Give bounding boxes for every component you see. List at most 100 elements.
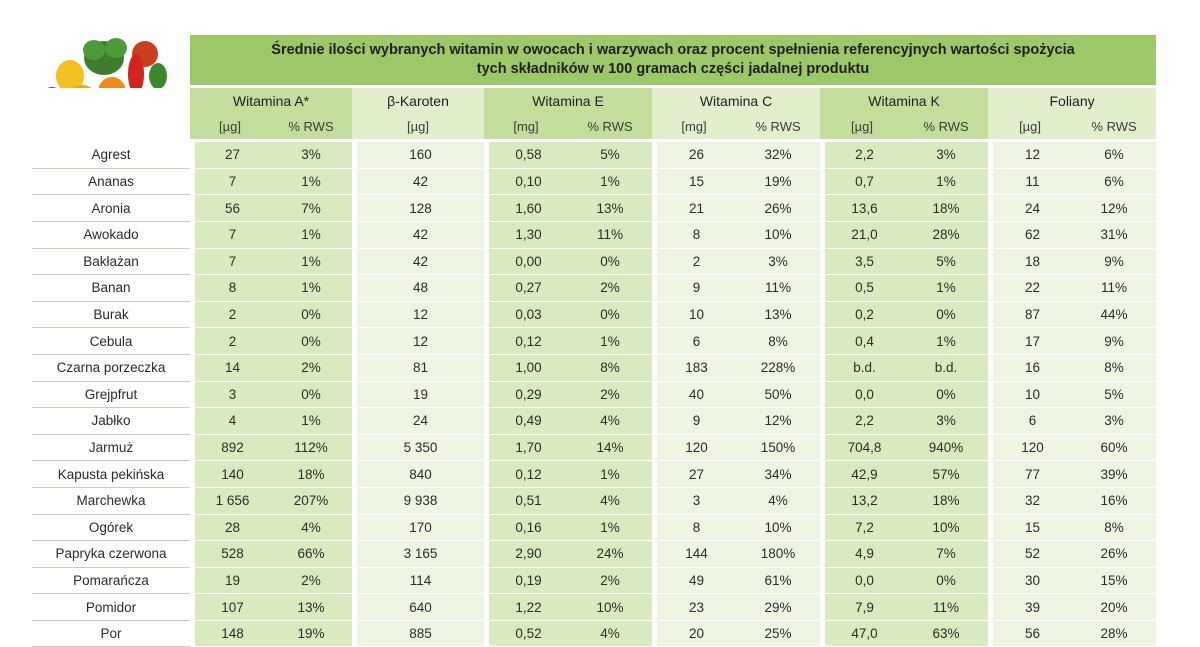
table-row: Agrest 27 3% 160 0,58 5% 26 32% 2,2 3% 12 6%: [32, 142, 1157, 169]
table-cell: 2,90: [484, 541, 568, 568]
table-cell: 10: [652, 301, 737, 329]
table-cell: 2%: [568, 567, 653, 595]
table-cell: 1%: [568, 514, 653, 542]
table-cell: 15: [652, 168, 737, 196]
table-cell: 2,2: [820, 408, 905, 435]
unit-header: [µg]: [352, 113, 484, 143]
table-cell: 228%: [736, 354, 821, 382]
table-cell: 3,5: [820, 248, 905, 276]
table-cell: 11: [988, 168, 1073, 196]
table-cell: 0,49: [484, 408, 568, 435]
table-cell: 19%: [270, 620, 352, 647]
table-cell: 21,0: [820, 221, 905, 249]
table-cell: 1%: [270, 168, 352, 196]
table-cell: 20%: [1072, 594, 1157, 621]
table-cell: 0,12: [484, 328, 568, 355]
table-cell: 13,2: [820, 487, 905, 515]
table-row: Pomarańcza 19 2% 114 0,19 2% 49 61% 0,0 0% 30 15%: [32, 567, 1157, 595]
unit-header: % RWS: [568, 113, 653, 143]
table-cell: 2: [190, 328, 270, 355]
table-cell: 207%: [270, 487, 352, 515]
table-cell: 8%: [1072, 514, 1157, 542]
table-cell: 2: [652, 248, 737, 276]
table-cell: 13%: [736, 301, 821, 329]
table-cell: 0,0: [820, 381, 905, 409]
table-row: Jarmuż 892 112% 5 350 1,70 14% 120 150% 704,8 940…: [32, 434, 1157, 462]
table-cell: 0,10: [484, 168, 568, 196]
table-cell: 14%: [568, 434, 653, 462]
table-cell: 3: [652, 487, 737, 515]
table-cell: 3%: [270, 142, 352, 169]
table-cell: 87: [988, 301, 1073, 329]
table-cell: 42: [352, 221, 484, 249]
table-cell: 18%: [270, 461, 352, 488]
table-row: Awokado 7 1% 42 1,30 11% 8 10% 21,0 28% 62 31%: [32, 221, 1157, 249]
table-cell: 5%: [1072, 381, 1157, 409]
header-vitamin-k: Witamina K: [820, 88, 989, 114]
table-row: Kapusta pekińska 140 18% 840 0,12 1% 27 34% 42,9…: [32, 461, 1157, 488]
unit-header: % RWS: [904, 113, 989, 143]
table-cell: 22: [988, 275, 1073, 302]
product-name: Awokado: [32, 221, 190, 249]
table-cell: 19: [352, 381, 484, 409]
table-cell: 7: [190, 248, 270, 276]
table-cell: 112%: [270, 434, 352, 462]
table-cell: 1%: [270, 221, 352, 249]
table-cell: 704,8: [820, 434, 905, 462]
table-cell: 180%: [736, 541, 821, 568]
table-cell: 148: [190, 620, 270, 647]
table-cell: 5%: [904, 248, 989, 276]
table-cell: 11%: [904, 594, 989, 621]
table-cell: 885: [352, 620, 484, 647]
table-cell: 29%: [736, 594, 821, 621]
table-cell: 0,00: [484, 248, 568, 276]
table-cell: 12%: [1072, 195, 1157, 222]
table-cell: 0,27: [484, 275, 568, 302]
table-cell: 10%: [904, 514, 989, 542]
table-row: Grejpfrut 3 0% 19 0,29 2% 40 50% 0,0 0% 10 5%: [32, 381, 1157, 409]
table-cell: 1%: [270, 248, 352, 276]
table-cell: 120: [652, 434, 737, 462]
table-cell: 13%: [568, 195, 653, 222]
table-cell: 24: [352, 408, 484, 435]
table-cell: 8%: [568, 354, 653, 382]
product-name: Papryka czerwona: [32, 541, 190, 568]
table-cell: 1%: [904, 168, 989, 196]
table-cell: 0,58: [484, 142, 568, 169]
table-cell: 6%: [1072, 142, 1157, 169]
table-cell: 26%: [1072, 541, 1157, 568]
unit-header: [µg]: [988, 113, 1073, 143]
table-cell: 66%: [270, 541, 352, 568]
table-cell: 50%: [736, 381, 821, 409]
product-name: Por: [32, 620, 190, 647]
table-cell: 4: [190, 408, 270, 435]
table-cell: 1,60: [484, 195, 568, 222]
table-cell: 10: [988, 381, 1073, 409]
table-cell: 26%: [736, 195, 821, 222]
table-cell: 23: [652, 594, 737, 621]
table-cell: 7%: [270, 195, 352, 222]
table-cell: 3%: [904, 408, 989, 435]
table-cell: 120: [988, 434, 1073, 462]
table-cell: 0,7: [820, 168, 905, 196]
table-cell: 18%: [904, 487, 989, 515]
table-cell: 183: [652, 354, 737, 382]
table-cell: 19%: [736, 168, 821, 196]
table-cell: 25%: [736, 620, 821, 647]
table-row: Por 148 19% 885 0,52 4% 20 25% 47,0 63% 56 28%: [32, 620, 1157, 647]
unit-header: % RWS: [270, 113, 352, 143]
table-cell: 0,5: [820, 275, 905, 302]
table-cell: 24%: [568, 541, 653, 568]
table-cell: 2%: [270, 567, 352, 595]
product-name: Kapusta pekińska: [32, 461, 190, 488]
title-line-2: tych składników w 100 gramach części jad…: [476, 61, 870, 77]
table-cell: 62: [988, 221, 1073, 249]
table-cell: 0,19: [484, 567, 568, 595]
table-cell: 4%: [568, 487, 653, 515]
product-name: Burak: [32, 301, 190, 329]
table-cell: 0,2: [820, 301, 905, 329]
table-cell: b.d.: [904, 354, 989, 382]
table-cell: 81: [352, 354, 484, 382]
product-name: Marchewka: [32, 487, 190, 515]
table-cell: 31%: [1072, 221, 1157, 249]
